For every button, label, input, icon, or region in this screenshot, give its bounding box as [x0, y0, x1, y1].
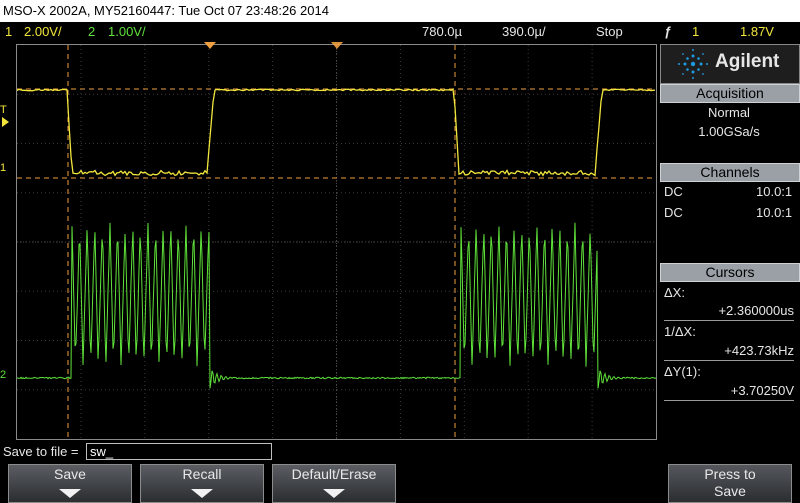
title-bar: MSO-X 2002A, MY52160447: Tue Oct 07 23:4… — [0, 0, 800, 22]
window-title: MSO-X 2002A, MY52160447: Tue Oct 07 23:4… — [3, 3, 329, 18]
trigger-channel[interactable]: 1 — [692, 22, 699, 42]
channels-header: Channels — [660, 163, 800, 182]
ch2-ground-marker[interactable]: 2 — [0, 369, 6, 381]
agilent-spark-icon — [673, 46, 713, 82]
save-softkey-label: Save — [9, 466, 131, 482]
run-state[interactable]: Stop — [596, 22, 623, 42]
recall-softkey-label: Recall — [141, 466, 263, 482]
delta-x-label: ΔX: — [664, 285, 685, 300]
waveform-display[interactable] — [16, 44, 657, 440]
ch2-number[interactable]: 2 — [88, 22, 95, 42]
cursors-header: Cursors — [660, 263, 800, 282]
trigger-edge-icon: ƒ — [664, 22, 671, 42]
down-arrow-icon — [59, 489, 81, 498]
trigger-level-marker: T — [0, 104, 7, 116]
trigger-level[interactable]: 1.87V — [740, 22, 774, 42]
down-arrow-icon — [323, 489, 345, 498]
inverse-delta-x-label: 1/ΔX: — [664, 324, 696, 339]
cursor-divider — [664, 320, 794, 321]
ch1-coupling: DC — [664, 184, 683, 199]
press-to-save-softkey[interactable]: Press to Save — [668, 464, 792, 503]
delta-y-label: ΔY(1): — [664, 364, 701, 379]
ch1-ground-marker[interactable]: 1 — [0, 162, 6, 174]
ch2-probe: 10.0:1 — [756, 205, 792, 220]
ch1-probe: 10.0:1 — [756, 184, 792, 199]
delta-x-value: +2.360000us — [718, 303, 794, 318]
default-erase-softkey-label: Default/Erase — [273, 466, 395, 482]
recall-softkey[interactable]: Recall — [140, 464, 264, 503]
delta-y-value: +3.70250V — [731, 383, 794, 398]
acquisition-mode: Normal — [660, 105, 798, 120]
cursor-divider — [664, 400, 794, 401]
ch2-scale[interactable]: 1.00V/ — [108, 22, 146, 42]
cursor-divider — [664, 360, 794, 361]
inverse-delta-x-value: +423.73kHz — [724, 343, 794, 358]
softkey-bar: Save to file = Save Recall Default/Erase… — [0, 440, 800, 503]
trigger-arrow-icon — [2, 117, 9, 127]
file-name-input[interactable] — [86, 443, 272, 460]
down-arrow-icon — [191, 489, 213, 498]
time-delay[interactable]: 780.0µ — [422, 22, 462, 42]
sample-rate: 1.00GSa/s — [660, 124, 798, 139]
trigger-position-marker-icon[interactable] — [204, 42, 216, 49]
ch1-number[interactable]: 1 — [5, 22, 12, 42]
save-to-file-label: Save to file = — [3, 444, 79, 459]
default-erase-softkey[interactable]: Default/Erase — [272, 464, 396, 503]
brand-box: Agilent — [660, 44, 800, 84]
save-softkey[interactable]: Save — [8, 464, 132, 503]
delay-marker-icon[interactable] — [331, 42, 343, 49]
waveform-graticule — [17, 45, 656, 439]
time-scale[interactable]: 390.0µ/ — [502, 22, 546, 42]
side-panel: Agilent Acquisition Normal 1.00GSa/s Cha… — [660, 44, 800, 440]
status-bar: 1 2.00V/ 2 1.00V/ 780.0µ 390.0µ/ Stop ƒ … — [0, 22, 800, 42]
ch1-scale[interactable]: 2.00V/ — [24, 22, 62, 42]
ch2-coupling: DC — [664, 205, 683, 220]
press-save-label: Save — [669, 483, 791, 499]
press-to-label: Press to — [669, 466, 791, 482]
brand-name: Agilent — [715, 51, 779, 73]
acquisition-header: Acquisition — [660, 84, 800, 103]
